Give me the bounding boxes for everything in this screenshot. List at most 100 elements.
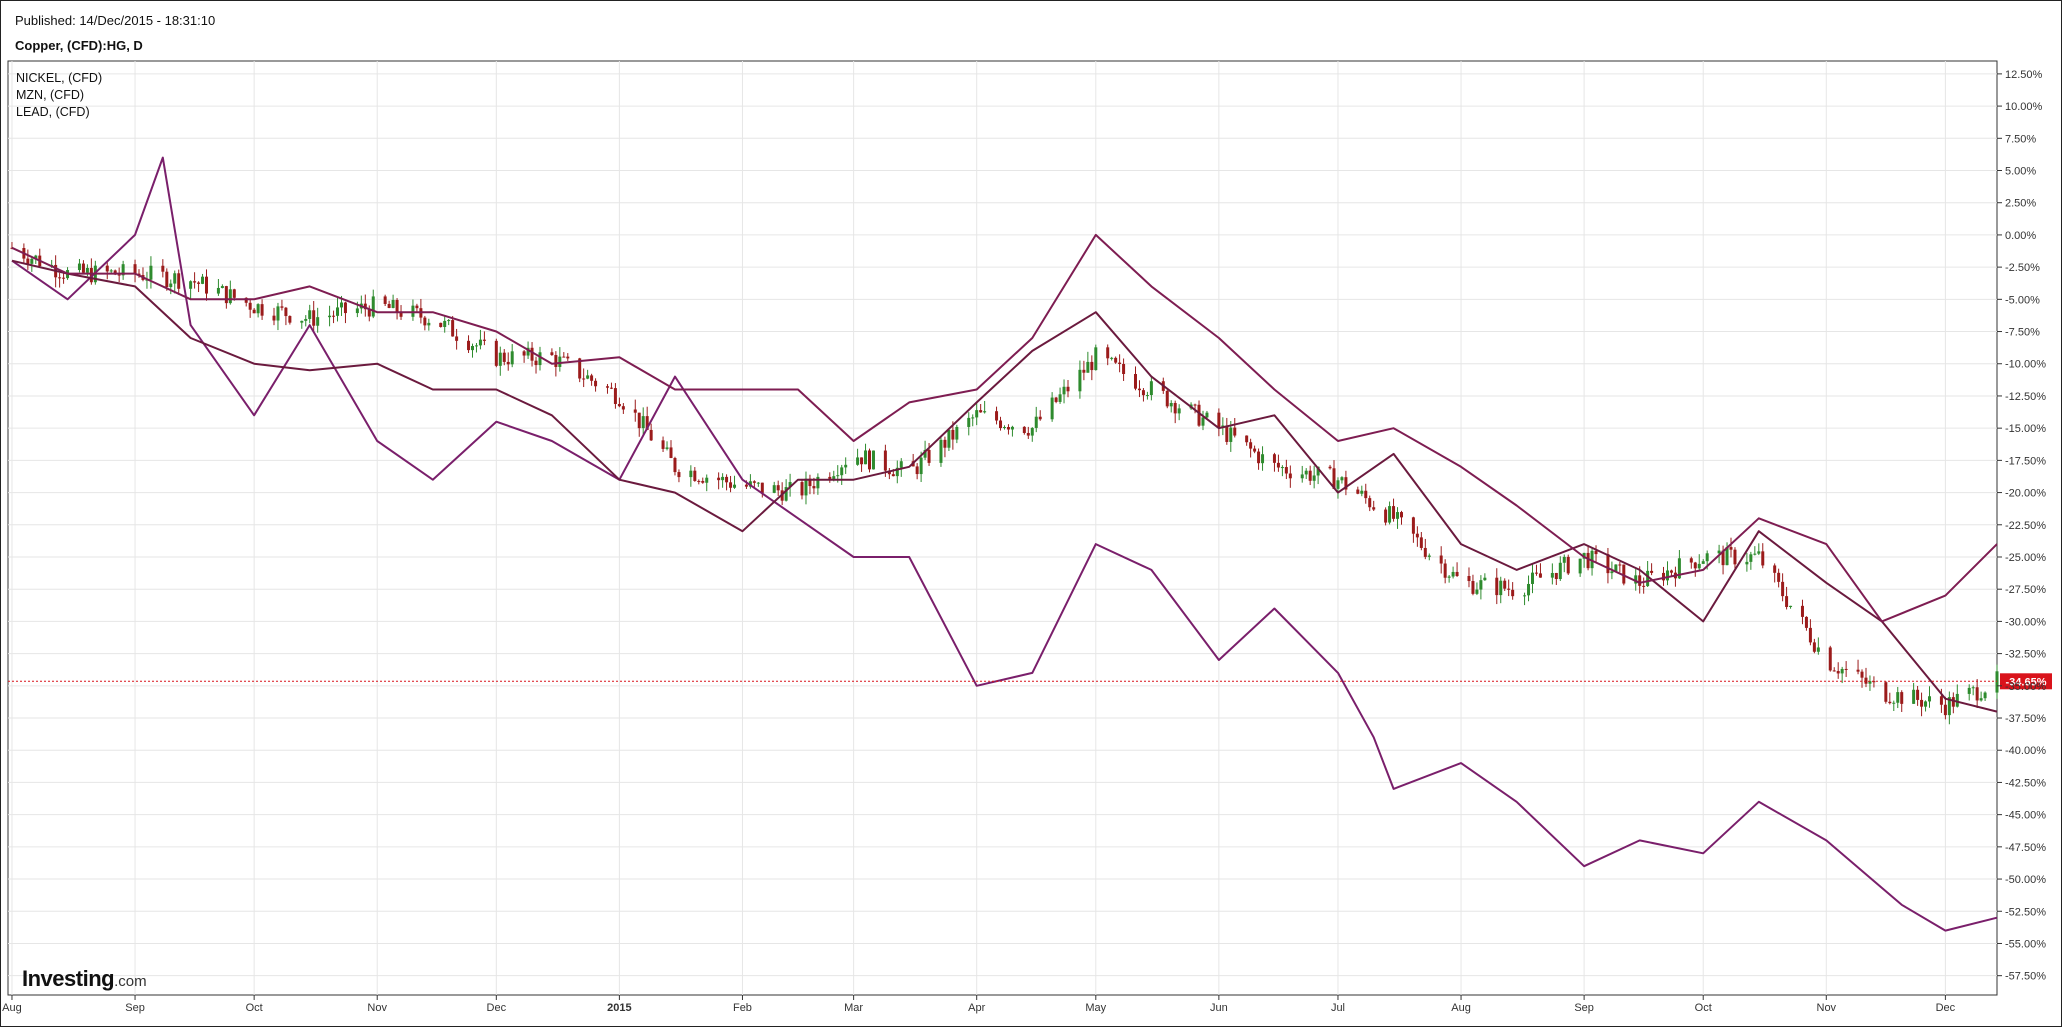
- candle-body: [1856, 669, 1860, 672]
- candle-body: [328, 315, 332, 318]
- candle-body: [451, 320, 455, 337]
- candle-body: [1368, 498, 1372, 508]
- candle-body: [1717, 550, 1721, 554]
- candle-body: [1971, 687, 1975, 689]
- candle-body: [899, 461, 903, 468]
- legend-item-nickel[interactable]: NICKEL, (CFD): [16, 71, 103, 85]
- candle-body: [256, 304, 260, 314]
- candle-body: [197, 282, 201, 284]
- candle-body: [1439, 555, 1443, 564]
- candle-body: [927, 449, 931, 463]
- y-tick-label: 0.00%: [2005, 230, 2036, 242]
- y-tick-label: -22.50%: [2005, 520, 2046, 532]
- candle-body: [748, 481, 752, 487]
- candle-body: [1888, 701, 1892, 704]
- candle-body: [788, 482, 792, 488]
- y-tick-label: 10.00%: [2005, 101, 2043, 113]
- candle-body: [216, 287, 220, 294]
- candle-body: [586, 375, 590, 379]
- candle-body: [1606, 554, 1610, 574]
- candle-body: [1610, 571, 1614, 574]
- candle-body: [1697, 563, 1701, 569]
- candle-body: [371, 296, 375, 317]
- candle-body: [1884, 682, 1888, 702]
- y-tick-label: -42.50%: [2005, 777, 2046, 789]
- candle-body: [316, 317, 320, 326]
- candle-body: [923, 449, 927, 458]
- candle-body: [582, 378, 586, 380]
- candle-body: [1840, 668, 1844, 674]
- candle-body: [1086, 361, 1090, 373]
- candle-body: [1777, 572, 1781, 582]
- candle-body: [725, 476, 729, 483]
- candle-body: [1261, 454, 1265, 464]
- candle-body: [816, 476, 820, 489]
- series-line-mzn[interactable]: [11, 259, 1998, 713]
- published-timestamp: Published: 14/Dec/2015 - 18:31:10: [15, 13, 216, 28]
- x-tick-label: Nov: [367, 1002, 387, 1014]
- candle-body: [105, 265, 109, 272]
- logo-main: Investing: [22, 966, 115, 991]
- candle-body: [205, 276, 209, 294]
- comparison-series: [11, 156, 1998, 932]
- y-tick-label: -5.00%: [2005, 294, 2040, 306]
- candle-body: [1384, 509, 1388, 523]
- candle-body: [1483, 577, 1487, 581]
- candle-body: [1284, 467, 1288, 474]
- candle-body: [566, 356, 570, 359]
- candle-body: [1665, 570, 1669, 581]
- investing-logo: Investing.com: [22, 966, 147, 992]
- candle-body: [300, 320, 304, 323]
- candle-body: [665, 447, 669, 449]
- candle-body: [1554, 572, 1558, 580]
- grid-lines: [8, 61, 1997, 995]
- candle-body: [1312, 475, 1316, 481]
- candle-body: [1745, 561, 1749, 565]
- candle-body: [1300, 474, 1304, 479]
- candle-body: [260, 304, 264, 316]
- candle-body: [1030, 427, 1034, 436]
- candle-body: [864, 450, 868, 465]
- candle-body: [895, 467, 899, 477]
- candle-body: [1392, 506, 1396, 519]
- candle-body: [1423, 547, 1427, 557]
- candle-body: [983, 411, 987, 413]
- legend-item-lead[interactable]: LEAD, (CFD): [16, 105, 90, 119]
- candle-body: [744, 484, 748, 487]
- x-tick-label: Jul: [1331, 1002, 1345, 1014]
- candle-body: [1590, 550, 1594, 569]
- y-tick-label: -55.00%: [2005, 938, 2046, 950]
- candle-body: [1618, 564, 1622, 566]
- candle-body: [804, 478, 808, 496]
- candle-body: [1733, 549, 1737, 565]
- candle-body: [729, 482, 733, 488]
- candle-body: [641, 416, 645, 429]
- candle-body: [1026, 432, 1030, 436]
- candle-body: [1197, 404, 1201, 426]
- candle-body: [276, 306, 280, 321]
- candle-body: [1332, 468, 1336, 489]
- candle-body: [1201, 417, 1205, 426]
- candle-body: [193, 281, 197, 283]
- candle-body: [248, 302, 252, 310]
- candle-body: [979, 410, 983, 413]
- candle-body: [117, 274, 121, 276]
- series-line-lead[interactable]: [11, 233, 1998, 623]
- candle-body: [244, 297, 248, 303]
- candle-body: [1288, 473, 1292, 479]
- y-tick-label: -2.50%: [2005, 262, 2040, 274]
- y-tick-label: -20.00%: [2005, 488, 2046, 500]
- y-tick-label: -50.00%: [2005, 874, 2046, 886]
- logo-suffix: .com: [114, 973, 147, 990]
- candle-body: [1177, 408, 1181, 414]
- candle-body: [1860, 671, 1864, 678]
- current-value-badge: [2000, 673, 2052, 690]
- candle-body: [967, 417, 971, 427]
- candle-body: [467, 340, 471, 351]
- candle-body: [1304, 470, 1308, 475]
- x-tick-label: Sep: [1574, 1002, 1594, 1014]
- candle-body: [1415, 533, 1419, 538]
- legend-item-mzn[interactable]: MZN, (CFD): [16, 88, 85, 102]
- series-line-nickel[interactable]: [11, 156, 1998, 932]
